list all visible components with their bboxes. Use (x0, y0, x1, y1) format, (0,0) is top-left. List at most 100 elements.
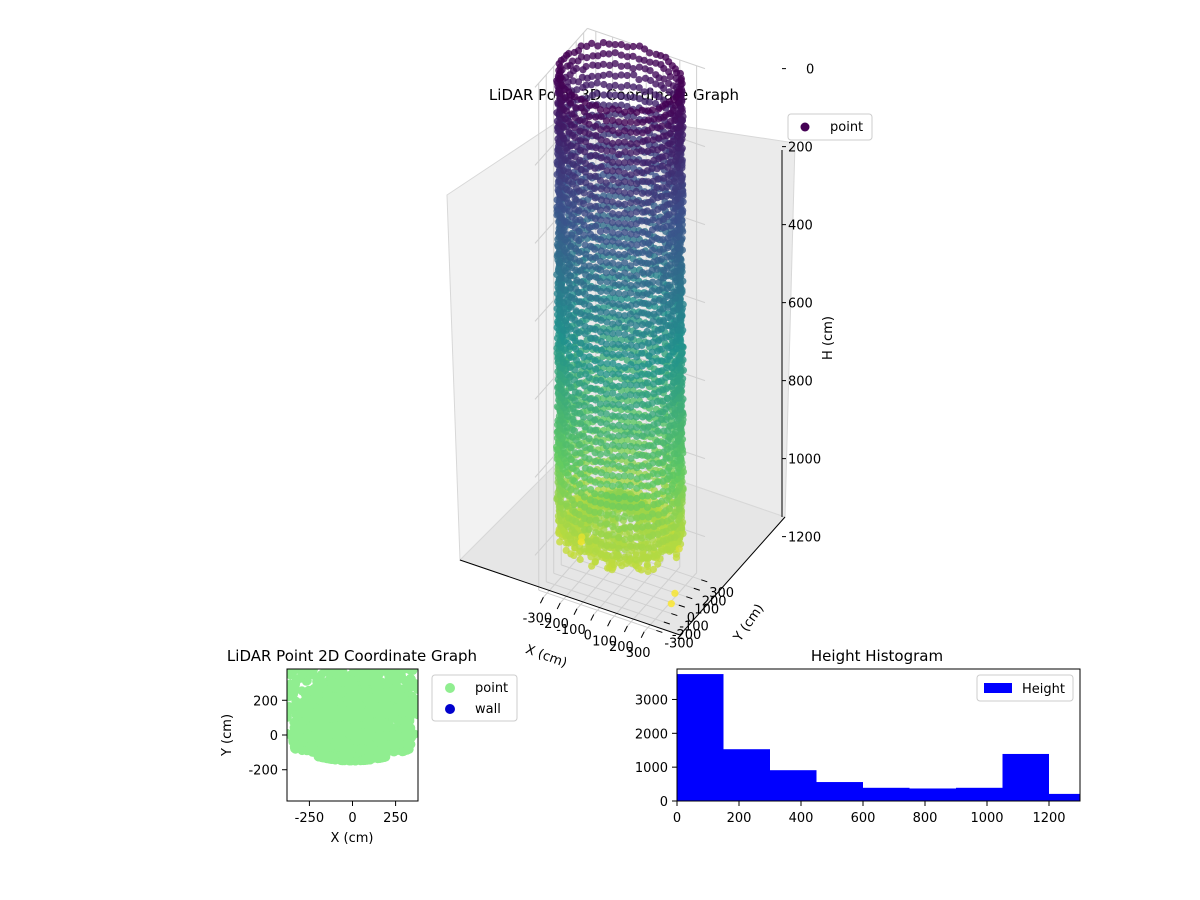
data-point (632, 542, 641, 551)
data-point (655, 278, 663, 286)
data-point (581, 168, 589, 176)
y-tick-label-3d: -300 (664, 636, 694, 651)
data-point (627, 149, 635, 157)
data-point (660, 509, 668, 517)
data-point (591, 172, 599, 180)
data-point (638, 177, 646, 185)
data-point (575, 207, 583, 215)
data-point (645, 352, 653, 360)
data-point (649, 442, 658, 450)
data-point-2d (389, 747, 399, 757)
data-point (580, 231, 588, 239)
data-point (659, 477, 667, 485)
data-point (580, 362, 589, 371)
outlier-point (671, 589, 679, 597)
data-point (626, 319, 635, 327)
x-tick-label-3d: 100 (592, 634, 617, 649)
data-point (597, 458, 605, 466)
data-point (621, 323, 629, 331)
data-point (608, 139, 617, 148)
data-point (570, 427, 579, 435)
data-point (649, 216, 657, 224)
data-point (621, 127, 629, 135)
data-point (567, 444, 575, 452)
data-point (591, 151, 600, 159)
z-axis-label-3d: H (cm) (821, 316, 836, 360)
data-point (603, 449, 611, 457)
data-point (603, 328, 611, 336)
data-point (633, 342, 641, 351)
legend-3d: point (787, 113, 873, 141)
data-point (644, 401, 652, 409)
data-point (655, 459, 663, 467)
data-point (652, 80, 660, 88)
data-point (638, 451, 646, 459)
data-point (586, 284, 594, 292)
data-point (585, 455, 593, 463)
data-point (592, 132, 600, 140)
outlier-point (675, 545, 683, 553)
data-point (597, 297, 605, 305)
data-point (621, 200, 629, 208)
data-point (592, 273, 600, 281)
data-point (608, 158, 617, 166)
data-point (570, 477, 579, 485)
data-point (580, 545, 588, 553)
data-point (576, 449, 584, 457)
data-point (609, 147, 617, 155)
data-point (627, 351, 635, 359)
data-point (632, 249, 640, 257)
data-point (623, 93, 631, 101)
data-point (586, 312, 594, 320)
data-point (602, 370, 610, 378)
data-point (644, 544, 653, 552)
data-point (663, 517, 671, 525)
data-point (608, 433, 617, 441)
data-point (575, 288, 583, 297)
data-point-2d (377, 753, 387, 763)
data-point (592, 122, 600, 130)
data-point (645, 554, 653, 562)
data-point (627, 240, 635, 249)
data-point-2d (351, 721, 361, 731)
data-point (653, 124, 662, 132)
data-point (579, 66, 587, 74)
data-point (643, 167, 652, 175)
data-point (621, 536, 629, 544)
data-point (667, 331, 676, 339)
data-point (615, 159, 623, 167)
data-point (599, 39, 608, 47)
data-point (627, 262, 635, 270)
data-point (567, 272, 575, 280)
data-point (570, 551, 578, 560)
data-point (633, 556, 641, 564)
data-point (602, 390, 611, 398)
data-point (603, 137, 611, 146)
data-point (633, 363, 641, 371)
data-point (603, 217, 611, 225)
z-tick-label-3d: 200 (788, 141, 813, 156)
data-point (644, 198, 652, 207)
data-point (627, 171, 635, 179)
data-point (650, 298, 658, 306)
data-point (654, 511, 663, 519)
data-point (571, 449, 579, 457)
data-point (602, 117, 611, 125)
data-point (591, 396, 600, 404)
data-point (563, 62, 572, 70)
data-point (591, 334, 599, 342)
data-point (644, 239, 653, 247)
data-point (586, 342, 594, 351)
data-point (621, 464, 629, 473)
data-point (603, 471, 611, 479)
data-point (597, 550, 605, 558)
data-point (615, 220, 623, 228)
data-point (621, 250, 629, 259)
data-point (603, 156, 611, 164)
data-point (644, 159, 652, 167)
z-tick-label-3d: 400 (788, 219, 813, 234)
data-point (581, 209, 589, 217)
data-point (583, 54, 591, 62)
data-point (670, 450, 679, 458)
data-point (627, 495, 635, 503)
